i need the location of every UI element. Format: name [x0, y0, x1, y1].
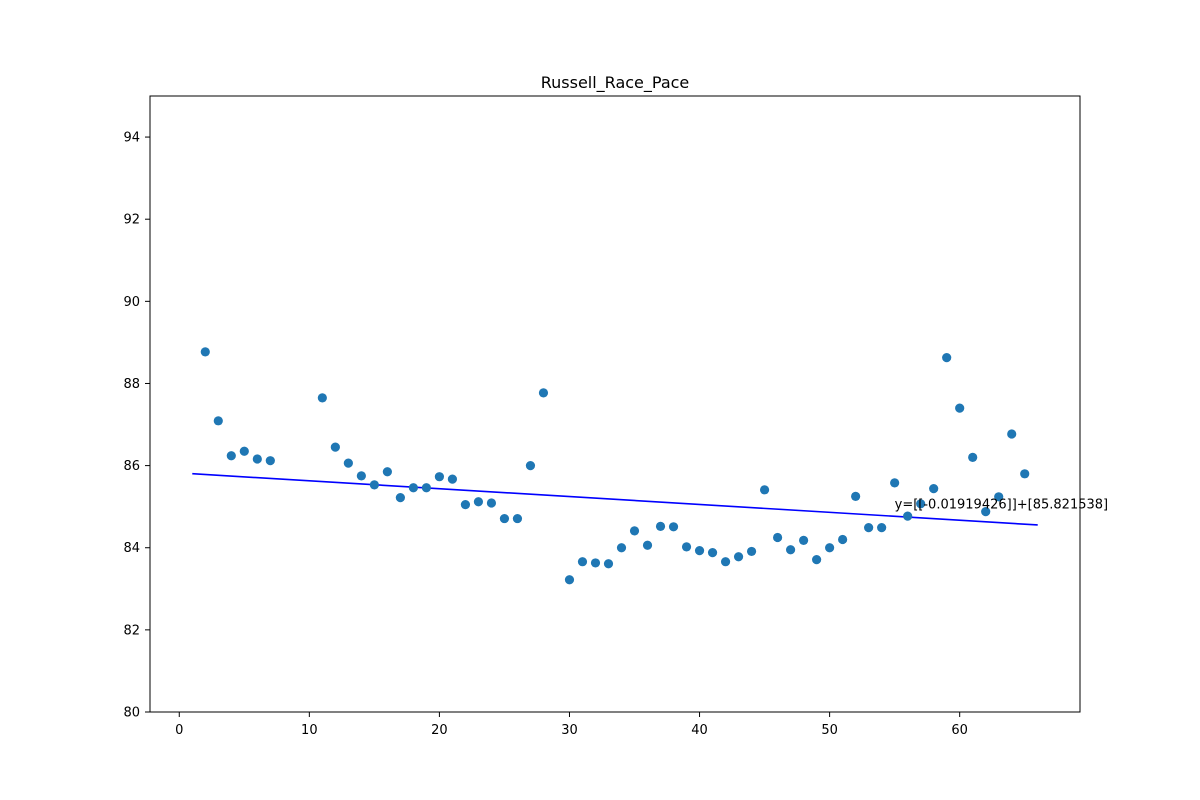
- scatter-point: [655, 521, 666, 531]
- x-tick-label: 40: [691, 723, 708, 738]
- scatter-point: [929, 483, 939, 494]
- x-tick-label: 60: [951, 723, 968, 738]
- scatter-point: [942, 352, 952, 363]
- scatter-point: [877, 523, 887, 533]
- scatter-point: [213, 416, 223, 426]
- scatter-point: [668, 522, 679, 532]
- axis-ticks: 0 10 20 30 40 50 60 80 82 84 86 88 90 92 94: [123, 131, 968, 738]
- scatter-point: [421, 483, 431, 493]
- x-tick-label: 20: [431, 723, 448, 738]
- scatter-point: [642, 540, 653, 550]
- scatter-point: [981, 506, 991, 517]
- scatter-point: [395, 493, 405, 503]
- scatter-point: [590, 558, 601, 568]
- scatter-point: [408, 483, 418, 493]
- y-tick-label: 80: [123, 706, 140, 721]
- scatter-point: [903, 511, 913, 521]
- scatter-point: [382, 467, 392, 477]
- scatter-point: [759, 485, 770, 495]
- scatter-point: [681, 542, 692, 552]
- scatter-point: [707, 548, 718, 558]
- scatter-point: [343, 458, 353, 468]
- scatter-point: [369, 480, 379, 490]
- scatter-point: [239, 446, 249, 456]
- plot-frame: [149, 95, 1081, 713]
- scatter-point: [890, 478, 900, 488]
- fit-line-layer: [192, 472, 1038, 526]
- scatter-point: [200, 347, 210, 357]
- scatter-point: [577, 557, 588, 567]
- scatter-point: [512, 513, 523, 524]
- scatter-point: [694, 546, 705, 556]
- scatter-point: [629, 526, 640, 536]
- scatter-point: [955, 403, 965, 413]
- scatter-point: [317, 393, 327, 403]
- scatter-point: [733, 552, 744, 562]
- x-tick-label: 50: [821, 723, 838, 738]
- scatter-point: [447, 474, 458, 484]
- scatter-point: [265, 456, 275, 466]
- scatter-point: [1007, 429, 1017, 439]
- scatter-point: [226, 451, 236, 461]
- x-tick-label: 0: [175, 723, 183, 738]
- scatter-point: [864, 523, 874, 533]
- y-tick-label: 88: [123, 377, 140, 392]
- scatter-point: [838, 534, 848, 545]
- scatter-point: [720, 557, 731, 567]
- scatter-point: [772, 532, 783, 543]
- scatter-point: [252, 454, 262, 464]
- scatter-point: [812, 555, 822, 565]
- scatter-point: [603, 559, 614, 569]
- y-tick-label: 90: [123, 295, 140, 310]
- scatter-point: [785, 545, 796, 555]
- y-tick-label: 94: [123, 131, 140, 146]
- scatter-point: [825, 543, 835, 553]
- scatter-point: [525, 461, 536, 471]
- chart-title: Russell_Race_Pace: [541, 73, 690, 93]
- scatter-point: [434, 472, 445, 482]
- scatter-point: [499, 513, 510, 524]
- x-tick-label: 30: [561, 723, 578, 738]
- regression-equation: y=[[-0.01919426]]+[85.821538]: [895, 498, 1108, 513]
- y-tick-label: 82: [123, 623, 140, 638]
- y-tick-label: 92: [123, 213, 140, 228]
- scatter-point: [799, 535, 809, 545]
- scatter-points: [200, 347, 1030, 585]
- scatter-point: [746, 546, 757, 557]
- scatter-point: [564, 575, 575, 585]
- scatter-point: [916, 499, 926, 509]
- scatter-point: [356, 471, 366, 481]
- scatter-point: [994, 492, 1004, 502]
- y-tick-label: 86: [123, 459, 140, 474]
- scatter-point: [330, 442, 340, 452]
- scatter-point: [851, 491, 861, 501]
- scatter-point: [486, 498, 497, 508]
- scatter-point: [1020, 469, 1030, 479]
- scatter-point: [968, 452, 978, 462]
- fit-line: [192, 472, 1038, 526]
- scatter-point: [616, 543, 627, 553]
- scatter-point: [460, 500, 471, 510]
- x-tick-label: 10: [301, 723, 318, 738]
- y-tick-label: 84: [123, 541, 140, 556]
- scatter-point: [538, 388, 549, 398]
- scatter-point: [473, 497, 484, 507]
